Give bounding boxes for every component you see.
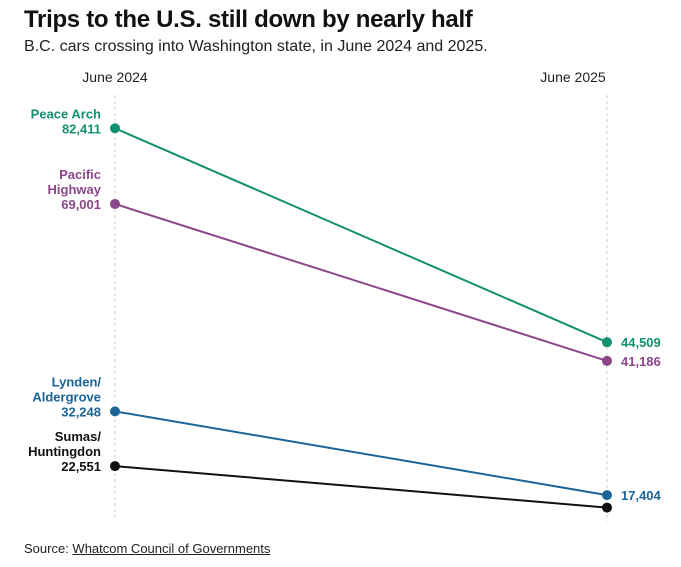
- point-2024-2: [110, 406, 120, 417]
- series-lines: [114, 127, 608, 509]
- column-label-2024: June 2024: [82, 69, 148, 85]
- value-2024-3: 22,551: [61, 459, 101, 474]
- point-2025-1: [602, 355, 612, 366]
- value-2025-1: 41,186: [621, 354, 661, 369]
- series-points: [110, 123, 612, 513]
- source-note: Source: Whatcom Council of Governments: [24, 541, 270, 556]
- series-line-0: [114, 127, 608, 344]
- value-2025-2: 17,404: [621, 488, 662, 503]
- column-labels: June 2024 June 2025: [82, 69, 606, 85]
- source-prefix: Source:: [24, 541, 73, 556]
- source-link[interactable]: Whatcom Council of Governments: [72, 541, 271, 556]
- series-name-3-1: Huntingdon: [28, 444, 101, 459]
- point-2025-0: [602, 337, 612, 348]
- column-label-2025: June 2025: [540, 69, 606, 85]
- point-2024-3: [110, 461, 120, 472]
- series-line-2: [114, 410, 608, 497]
- grid-lines: [114, 95, 608, 522]
- series-name-2-1: Aldergrove: [32, 389, 101, 404]
- value-2025-0: 44,509: [621, 335, 661, 350]
- value-2024-1: 69,001: [61, 197, 101, 212]
- series-name-1-0: Pacific: [59, 167, 101, 182]
- series-name-1-1: Highway: [48, 182, 102, 197]
- series-name-2-0: Lynden/: [52, 374, 102, 389]
- series-name-3-0: Sumas/: [55, 429, 102, 444]
- chart-subtitle: B.C. cars crossing into Washington state…: [24, 38, 488, 55]
- point-2025-3: [602, 502, 612, 513]
- value-2024-2: 32,248: [61, 404, 101, 419]
- chart-title: Trips to the U.S. still down by nearly h…: [24, 6, 473, 33]
- point-2024-1: [110, 198, 120, 209]
- point-2025-2: [602, 490, 612, 501]
- series-line-1: [114, 202, 608, 362]
- point-2024-0: [110, 123, 120, 134]
- series-line-3: [114, 465, 608, 509]
- series-name-0-0: Peace Arch: [31, 106, 101, 121]
- value-2024-0: 82,411: [62, 121, 101, 136]
